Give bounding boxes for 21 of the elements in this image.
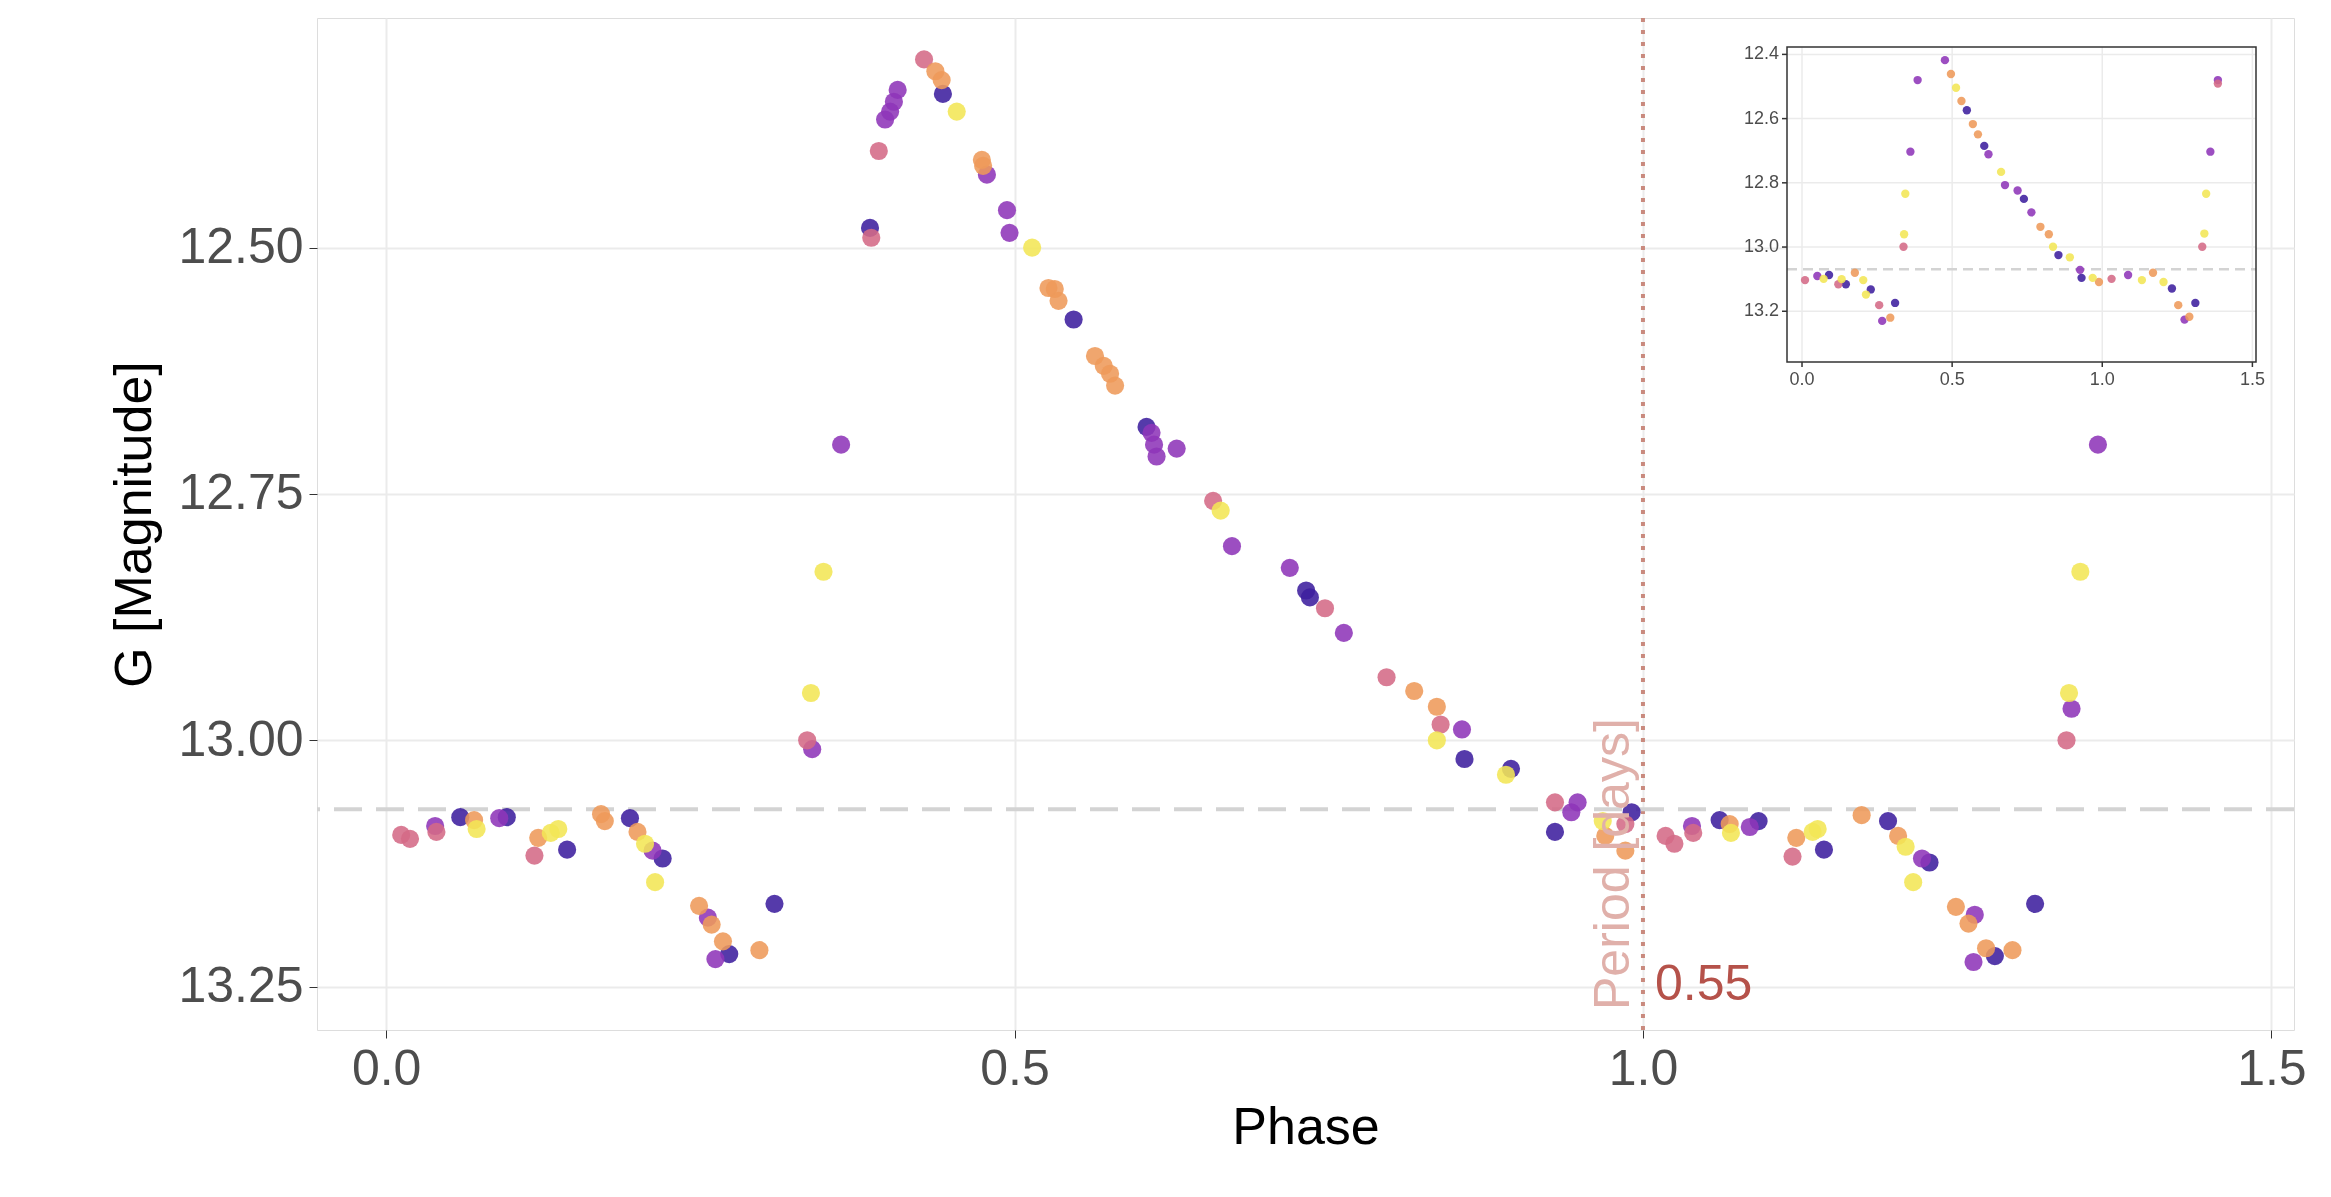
x-tick-label: 0.0 bbox=[1789, 369, 1815, 389]
annotation: 0.55 bbox=[1654, 955, 1753, 1011]
y-tick-label: 12.50 bbox=[178, 218, 304, 275]
y-tick-label: 13.25 bbox=[178, 957, 304, 1014]
y-tick-label: 12.8 bbox=[1743, 171, 1779, 192]
x-tick-label: 0.5 bbox=[980, 1039, 1050, 1096]
y-tick-label: 12.4 bbox=[1743, 43, 1779, 64]
y-tick-label: 12.75 bbox=[178, 464, 304, 521]
x-tick-label: 0.5 bbox=[1939, 369, 1965, 389]
y-axis-title: G [Magnitude] bbox=[104, 361, 163, 688]
y-tick-label: 13.0 bbox=[1743, 236, 1779, 257]
x-tick-label: 1.0 bbox=[2089, 369, 2115, 389]
x-tick-label: 0.0 bbox=[351, 1039, 422, 1096]
x-tick-label: 1.5 bbox=[2239, 369, 2265, 389]
x-tick-label: 1.0 bbox=[1608, 1039, 1679, 1096]
x-axis-title: Phase bbox=[1232, 1096, 1380, 1155]
y-tick-label: 13.2 bbox=[1743, 300, 1779, 321]
annotation: Period [days] bbox=[1583, 718, 1640, 1010]
y-tick-label: 12.6 bbox=[1743, 107, 1779, 128]
y-tick-label: 13.00 bbox=[178, 710, 304, 767]
x-tick-label: 1.5 bbox=[2237, 1039, 2307, 1096]
